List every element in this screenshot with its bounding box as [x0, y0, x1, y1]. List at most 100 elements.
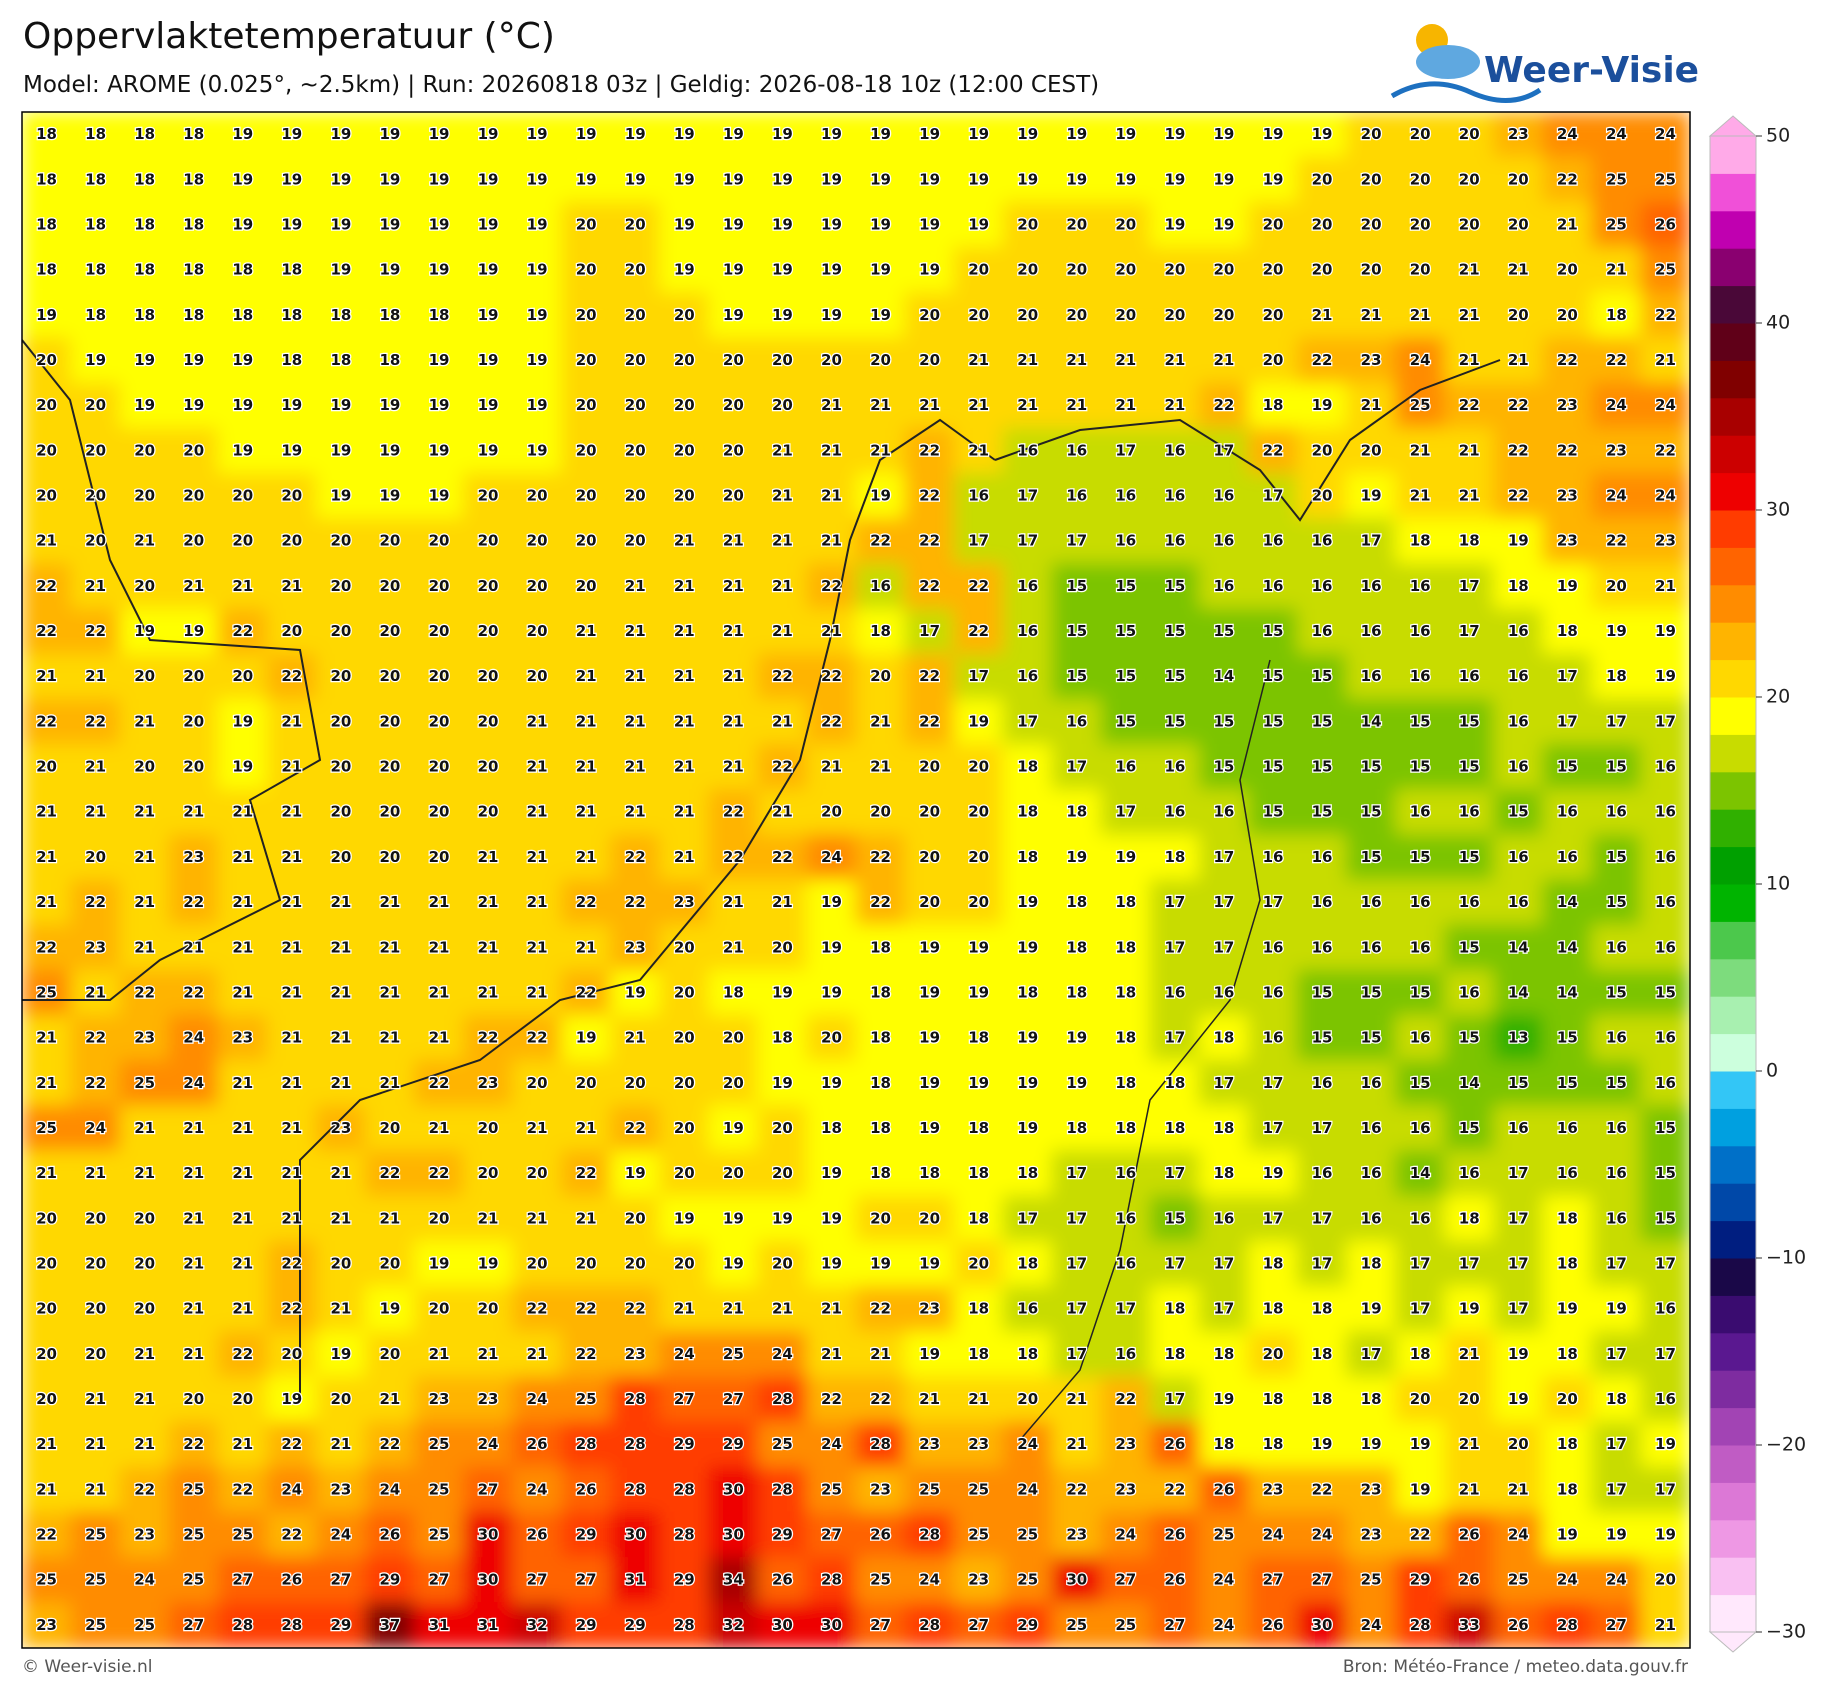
- cell-value: 21: [576, 712, 597, 730]
- cell: [1640, 789, 1690, 836]
- cell-value: 21: [183, 1345, 204, 1363]
- cell: [364, 743, 415, 791]
- cell: [119, 156, 170, 203]
- cell-value: 21: [36, 1164, 57, 1182]
- cell-value: 19: [772, 1209, 793, 1227]
- cell: [953, 743, 1004, 791]
- cell: [1100, 1105, 1151, 1152]
- cell-value: 23: [330, 1480, 351, 1498]
- cell-value: 25: [134, 1074, 155, 1092]
- cell: [22, 156, 72, 203]
- cell: [70, 1105, 121, 1152]
- cell: [953, 653, 1004, 700]
- cell: [610, 1331, 661, 1378]
- cell: [266, 1602, 317, 1648]
- cell-value: 16: [1410, 667, 1431, 685]
- cell: [1591, 834, 1642, 881]
- cell-value: 21: [134, 1345, 155, 1363]
- cell-value: 22: [36, 1526, 57, 1544]
- cell: [168, 563, 219, 610]
- cell: [708, 969, 759, 1017]
- cell: [1198, 201, 1249, 249]
- cell-value: 19: [1066, 848, 1087, 866]
- cell: [561, 1015, 612, 1062]
- cell: [1346, 1557, 1397, 1604]
- cell-value: 15: [1361, 803, 1382, 821]
- cell-value: 16: [1214, 1209, 1235, 1227]
- cell: [610, 969, 661, 1017]
- cell: [1591, 337, 1642, 384]
- cell: [561, 427, 612, 474]
- cell: [806, 834, 857, 881]
- cell: [757, 969, 808, 1017]
- cell: [1247, 1466, 1299, 1513]
- cell-value: 18: [870, 1029, 891, 1047]
- cell-value: 21: [330, 1164, 351, 1182]
- cell: [708, 1557, 759, 1604]
- colorbar-bin: [1710, 1258, 1756, 1296]
- cell-value: 23: [1361, 1526, 1382, 1544]
- cell-value: 16: [1655, 1300, 1676, 1318]
- cell: [463, 1602, 514, 1648]
- cell: [1542, 292, 1593, 339]
- cell-value: 19: [330, 1345, 351, 1363]
- colorbar-bin: [1710, 1071, 1756, 1109]
- cell-value: 18: [1017, 803, 1038, 821]
- cell-value: 16: [1214, 532, 1235, 550]
- cell: [1640, 201, 1690, 249]
- cell-value: 19: [576, 125, 597, 143]
- cell-value: 20: [1312, 261, 1333, 279]
- cell-value: 15: [1263, 758, 1284, 776]
- cell-value: 16: [1508, 1119, 1529, 1137]
- cell: [1493, 1015, 1544, 1062]
- cell: [119, 1511, 170, 1559]
- cell: [1051, 472, 1102, 520]
- cell: [1640, 834, 1690, 881]
- cell-value: 22: [625, 1119, 646, 1137]
- cell: [266, 1015, 317, 1062]
- cell: [22, 969, 72, 1017]
- cell: [168, 1060, 219, 1107]
- cell-value: 21: [330, 983, 351, 1001]
- cell: [512, 1602, 563, 1648]
- cell-value: 16: [1312, 893, 1333, 911]
- cell: [463, 1150, 514, 1197]
- logo-wave: [1390, 81, 1542, 103]
- cell: [1002, 1150, 1053, 1197]
- cell: [1100, 879, 1151, 926]
- cell: [1591, 1557, 1642, 1604]
- cell-value: 24: [380, 1480, 401, 1498]
- cell-value: 18: [1066, 1119, 1087, 1137]
- cell: [217, 653, 268, 700]
- cell: [806, 1060, 857, 1107]
- cell-value: 19: [1214, 170, 1235, 188]
- cell: [659, 1421, 710, 1468]
- cell: [168, 1421, 219, 1468]
- cell: [217, 382, 268, 429]
- cell: [1493, 1557, 1544, 1604]
- cell: [1493, 969, 1544, 1017]
- cell: [1297, 563, 1348, 610]
- cell: [364, 1466, 415, 1513]
- cell: [904, 518, 955, 565]
- cell: [1002, 382, 1053, 429]
- cell-value: 20: [576, 487, 597, 505]
- cell: [463, 1557, 514, 1604]
- cell: [1346, 1331, 1397, 1378]
- cell-value: 19: [478, 351, 499, 369]
- cell: [168, 879, 219, 926]
- cell: [1591, 924, 1642, 971]
- cell-value: 19: [380, 1300, 401, 1318]
- cell: [463, 1240, 514, 1288]
- cell-value: 15: [1606, 983, 1627, 1001]
- cell-value: 20: [134, 667, 155, 685]
- cell: [1051, 834, 1102, 881]
- cell-value: 20: [36, 1345, 57, 1363]
- cell-value: 20: [281, 1345, 302, 1363]
- cell: [806, 337, 857, 384]
- cell: [413, 653, 465, 700]
- cell-value: 15: [1361, 758, 1382, 776]
- cell-value: 21: [772, 803, 793, 821]
- cell: [364, 1511, 415, 1559]
- cell-value: 25: [85, 1526, 106, 1544]
